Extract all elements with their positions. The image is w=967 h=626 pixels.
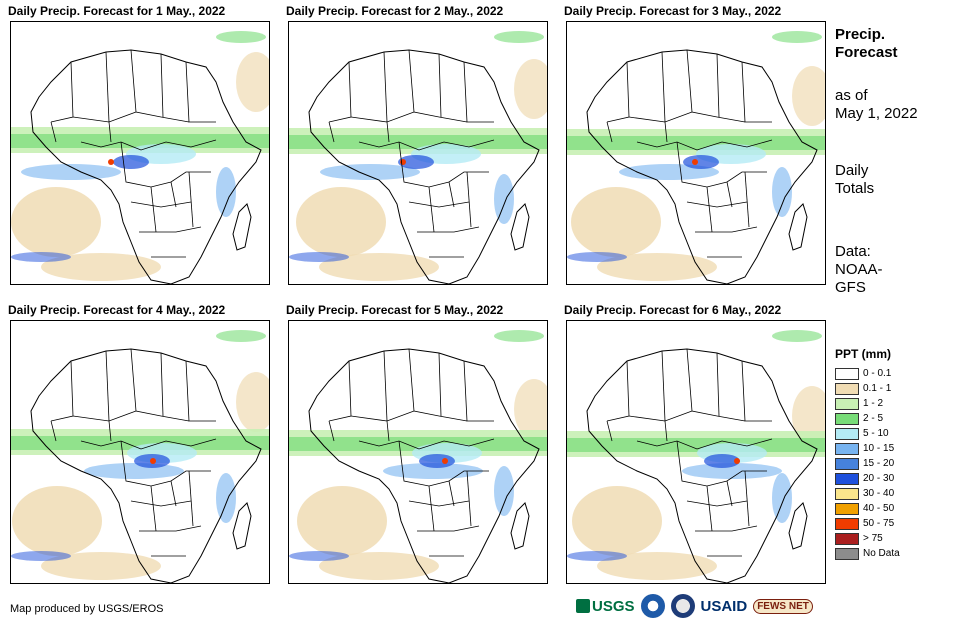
legend-item: 10 - 15 [835, 441, 900, 456]
commerce-seal-icon [670, 594, 695, 618]
panel-title: Daily Precip. Forecast for 5 May., 2022 [286, 303, 504, 317]
legend-label: 5 - 10 [863, 428, 889, 439]
legend-item: 5 - 10 [835, 426, 900, 441]
precip-map [288, 21, 548, 285]
legend-swatch [835, 517, 859, 530]
legend-label: 40 - 50 [863, 503, 895, 514]
legend-swatch [835, 502, 859, 515]
africa-map-svg [289, 31, 547, 284]
legend-label: 1 - 2 [863, 398, 884, 409]
legend-label: 50 - 75 [863, 518, 895, 529]
legend-item: > 75 [835, 531, 900, 546]
legend-item: No Data [835, 546, 900, 561]
legend-label: 0.1 - 1 [863, 383, 892, 394]
usgs-logo: USGS [576, 598, 635, 615]
forecast-panel-day3: Daily Precip. Forecast for 3 May., 2022 [564, 4, 826, 287]
legend-item: 15 - 20 [835, 456, 900, 471]
precip-map [288, 320, 548, 584]
legend-item: 2 - 5 [835, 411, 900, 426]
precip-map [566, 320, 826, 584]
africa-map-svg [567, 330, 825, 583]
africa-map-svg [11, 31, 269, 284]
forecast-panel-day6: Daily Precip. Forecast for 6 May., 2022 [564, 303, 826, 586]
panel-title: Daily Precip. Forecast for 2 May., 2022 [286, 4, 504, 18]
legend-label: 20 - 30 [863, 473, 895, 484]
partner-logos: USGS USAID FEWS NET [576, 592, 813, 620]
panel-title: Daily Precip. Forecast for 1 May., 2022 [8, 4, 226, 18]
panel-title: Daily Precip. Forecast for 3 May., 2022 [564, 4, 782, 18]
sidebar-daily-line2: Totals [835, 180, 875, 197]
usaid-logo: USAID [700, 597, 748, 615]
precip-map [566, 21, 826, 285]
legend-item: 1 - 2 [835, 396, 900, 411]
legend-item: 0.1 - 1 [835, 381, 900, 396]
forecast-panel-day4: Daily Precip. Forecast for 4 May., 2022 [8, 303, 270, 586]
africa-map-svg [289, 330, 547, 583]
sidebar-asof: as of May 1, 2022 [835, 87, 918, 123]
legend-swatch [835, 442, 859, 455]
legend-swatch [835, 367, 859, 380]
sidebar-asof-line2: May 1, 2022 [835, 105, 918, 122]
sidebar-data-line3: GFS [835, 279, 866, 296]
sidebar-daily-line1: Daily [835, 162, 869, 179]
legend-swatch [835, 547, 859, 560]
legend-item: 50 - 75 [835, 516, 900, 531]
legend-swatch [835, 397, 859, 410]
legend-label: > 75 [863, 533, 883, 544]
panel-title: Daily Precip. Forecast for 4 May., 2022 [8, 303, 226, 317]
forecast-panel-day2: Daily Precip. Forecast for 2 May., 2022 [286, 4, 548, 287]
sidebar-data-line1: Data: [835, 243, 871, 260]
legend-swatch [835, 532, 859, 545]
legend-swatch [835, 412, 859, 425]
forecast-panel-day5: Daily Precip. Forecast for 5 May., 2022 [286, 303, 548, 586]
legend-swatch [835, 472, 859, 485]
legend-title: PPT (mm) [835, 347, 892, 361]
africa-map-svg [11, 330, 269, 583]
legend-label: No Data [863, 548, 900, 559]
panel-title: Daily Precip. Forecast for 6 May., 2022 [564, 303, 782, 317]
fews-net-logo: FEWS NET [753, 598, 813, 614]
africa-map-svg [567, 31, 825, 284]
noaa-logo-icon [640, 594, 665, 618]
legend-item: 0 - 0.1 [835, 366, 900, 381]
legend-swatch [835, 427, 859, 440]
legend-item: 40 - 50 [835, 501, 900, 516]
precip-map [10, 21, 270, 285]
legend-label: 10 - 15 [863, 443, 895, 454]
sidebar-data-source: Data: NOAA- GFS [835, 243, 883, 297]
sidebar-daily: Daily Totals [835, 162, 874, 198]
map-credit: Map produced by USGS/EROS [10, 603, 164, 615]
sidebar-asof-line1: as of [835, 87, 868, 104]
legend-swatch [835, 382, 859, 395]
precip-map [10, 320, 270, 584]
legend-label: 15 - 20 [863, 458, 895, 469]
sidebar-title: Precip. Forecast [835, 26, 898, 62]
legend-label: 30 - 40 [863, 488, 895, 499]
usgs-wave-icon [576, 599, 590, 613]
legend-item: 20 - 30 [835, 471, 900, 486]
sidebar-title-line1: Precip. [835, 26, 886, 43]
legend-swatch [835, 487, 859, 500]
sidebar-title-line2: Forecast [835, 44, 898, 61]
sidebar-data-line2: NOAA- [835, 261, 883, 278]
legend-label: 0 - 0.1 [863, 368, 892, 379]
legend: 0 - 0.1 0.1 - 1 1 - 2 2 - 5 5 - 10 10 - 15 15 … [835, 366, 900, 561]
legend-label: 2 - 5 [863, 413, 884, 424]
legend-item: 30 - 40 [835, 486, 900, 501]
forecast-panel-day1: Daily Precip. Forecast for 1 May., 2022 [8, 4, 270, 287]
legend-swatch [835, 457, 859, 470]
